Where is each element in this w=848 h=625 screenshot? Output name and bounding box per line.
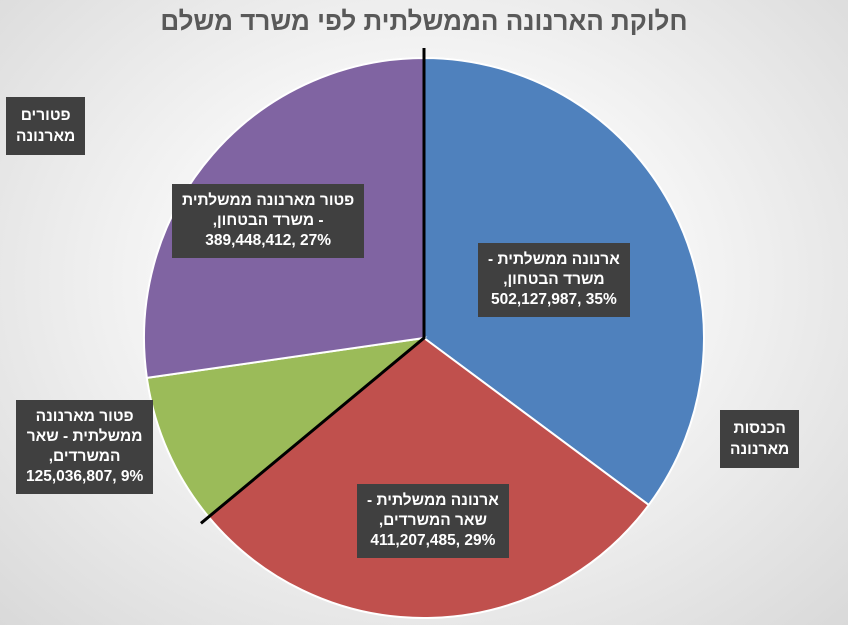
data-label-line: משרד הבטחון, (503, 271, 605, 288)
data-label-line: המשרדים, (48, 448, 121, 465)
data-label-line: 35% ,502,127,987 (490, 291, 617, 308)
group-label-line: פטורים (20, 107, 71, 124)
data-label-line: שאר המשרדים, (378, 512, 487, 529)
data-label-line: פטור מארנונה (35, 408, 134, 425)
data-label-line: 9% ,125,036,807 (26, 468, 144, 485)
data-label-line: 27% ,389,448,412 (205, 232, 332, 249)
data-label-line: ארנונה ממשלתית - (367, 492, 499, 509)
group-label-exemptions: פטורים מארנונה (6, 97, 86, 155)
data-label-line: - משרד הבטחון, (212, 212, 324, 229)
chart-title: חלוקת הארנונה הממשלתית לפי משרד משלם (160, 6, 688, 36)
group-label-line: מארנונה (16, 128, 76, 145)
group-label-line: מארנונה (730, 441, 790, 458)
data-label-line: 29% ,411,207,485 (370, 532, 496, 549)
group-label-revenues: הכנסות מארנונה (720, 410, 800, 468)
pie-slice (207, 336, 651, 619)
pie-slice (145, 336, 428, 519)
data-label-other-offices-tax: ארנונה ממשלתית - שאר המשרדים, 29% ,411,2… (357, 484, 509, 558)
data-label-defense-exempt: פטור מארנונה ממשלתית - משרד הבטחון, 27% … (172, 184, 365, 258)
data-label-defense-tax: ארנונה ממשלתית - משרד הבטחון, 35% ,502,1… (478, 243, 630, 317)
data-label-other-offices-exempt: פטור מארנונה ממשלתית - שאר המשרדים, 9% ,… (16, 400, 154, 494)
data-label-line: ממשלתית - שאר (26, 428, 143, 445)
group-label-line: הכנסות (733, 420, 786, 437)
group-divider (199, 48, 426, 525)
data-label-line: פטור מארנונה ממשלתית (182, 192, 355, 209)
data-label-line: ארנונה ממשלתית - (488, 251, 620, 268)
